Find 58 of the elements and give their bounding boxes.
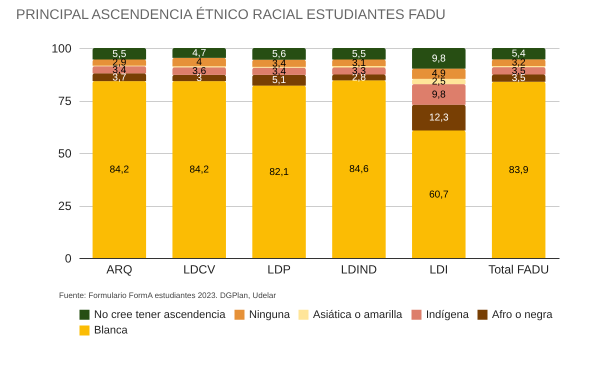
- data-label: 9,8: [432, 89, 446, 100]
- y-tick-label: 50: [58, 146, 72, 160]
- bar: [492, 82, 546, 258]
- legend-label: No cree tener ascendencia: [94, 308, 226, 321]
- x-tick-label: Total FADU: [488, 262, 550, 276]
- bar: [412, 48, 466, 69]
- data-label: 83,9: [508, 164, 529, 176]
- data-label: 3: [196, 73, 202, 84]
- x-tick-label: LDIND: [340, 262, 378, 276]
- bar: [412, 84, 466, 105]
- y-tick-label: 0: [64, 252, 72, 266]
- legend-label: Afro o negra: [492, 308, 554, 321]
- data-label: 82,1: [269, 166, 290, 178]
- bar: [172, 58, 226, 66]
- data-label: 5,5: [352, 48, 366, 60]
- y-tick-label: 25: [58, 199, 72, 213]
- data-label: 9,8: [432, 53, 446, 64]
- legend-label: Indígena: [426, 308, 470, 321]
- data-label: 4: [196, 57, 202, 68]
- data-label: 5,1: [272, 75, 286, 86]
- bar: [492, 74, 546, 82]
- bar: [92, 81, 146, 258]
- x-tick-label: LDP: [267, 262, 291, 276]
- data-label: 84,2: [189, 164, 210, 176]
- y-tick-label: 100: [51, 42, 72, 56]
- x-tick-label: ARQ: [106, 262, 132, 276]
- bar: [172, 74, 226, 82]
- data-label: 5,5: [112, 48, 127, 60]
- data-label: 12,3: [429, 112, 449, 124]
- bar: [252, 68, 306, 75]
- data-label: 84,6: [349, 164, 370, 176]
- legend-label: Ninguna: [249, 308, 291, 321]
- data-label: 84,2: [110, 164, 130, 176]
- bar: [252, 86, 306, 258]
- bar: [252, 48, 306, 60]
- chart-title: PRINCIPAL ASCENDENCIA ÉTNICO RACIAL ESTUDIANTES FADU: [16, 6, 446, 22]
- bar: [172, 48, 226, 58]
- bar: [92, 48, 146, 60]
- legend-label: Asiática o amarilla: [313, 308, 404, 321]
- x-tick-label: LDI: [429, 262, 448, 276]
- data-label: 2,5: [432, 76, 446, 88]
- bar: [332, 48, 386, 60]
- bar: [252, 74, 306, 86]
- bar: [172, 81, 226, 258]
- bar: [412, 68, 466, 79]
- bar: [492, 48, 546, 60]
- bar: [412, 104, 466, 131]
- source-note: Fuente: Formulario FormA estudiantes 2023. DGPlan, Udelar: [59, 291, 276, 300]
- data-label: 5,4: [512, 48, 526, 60]
- data-label: 4,7: [192, 48, 207, 59]
- x-tick-label: LDCV: [183, 262, 216, 276]
- legend-label: Blanca: [94, 324, 129, 336]
- data-label: 5,6: [272, 48, 286, 60]
- bar: [332, 74, 386, 80]
- data-label: 60,7: [429, 189, 449, 200]
- y-tick-label: 75: [58, 94, 72, 108]
- bar: [412, 130, 466, 258]
- bar: [332, 80, 386, 258]
